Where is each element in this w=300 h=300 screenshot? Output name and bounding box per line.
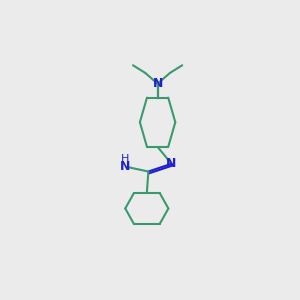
Text: N: N — [152, 77, 163, 90]
Text: N: N — [120, 160, 130, 173]
Text: H: H — [121, 154, 129, 164]
Text: N: N — [166, 157, 177, 170]
